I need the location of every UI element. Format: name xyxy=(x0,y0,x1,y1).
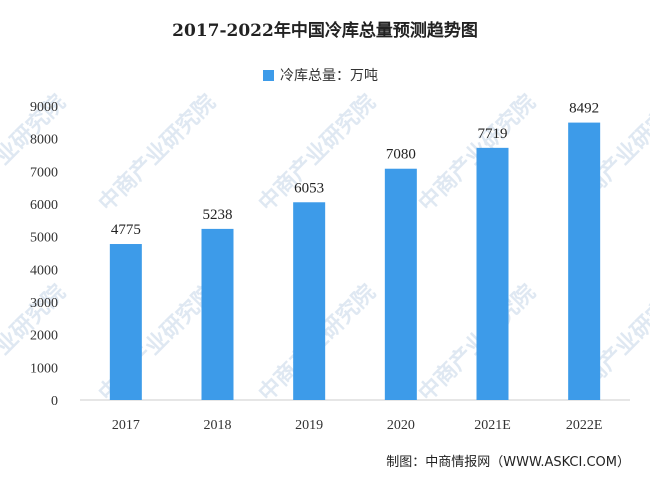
bar xyxy=(568,122,601,400)
y-tick-label: 6000 xyxy=(30,198,58,213)
y-tick-label: 7000 xyxy=(30,165,58,180)
data-label: 7719 xyxy=(478,126,508,142)
data-label: 4775 xyxy=(111,222,141,238)
y-axis: 0 1000 2000 3000 4000 5000 6000 7000 8000 9000 xyxy=(30,100,58,409)
watermark-text: 中商产业研究院 xyxy=(93,89,220,216)
y-tick-label: 5000 xyxy=(30,231,58,246)
data-label: 8492 xyxy=(569,101,599,117)
x-tick-label: 2020 xyxy=(387,418,415,433)
y-tick-label: 2000 xyxy=(30,329,58,344)
y-tick-label: 0 xyxy=(51,394,58,409)
chart-title: 2017-2022年中国冷库总量预测趋势图 xyxy=(172,20,478,41)
y-tick-label: 4000 xyxy=(30,263,58,278)
x-tick-label: 2018 xyxy=(204,418,232,433)
data-label: 6053 xyxy=(294,180,324,196)
x-tick-label: 2021E xyxy=(474,418,511,433)
bars-group: 4775 5238 6053 7080 7719 8492 xyxy=(109,101,601,400)
data-label: 7080 xyxy=(386,147,416,163)
bar xyxy=(293,202,326,400)
legend-label: 冷库总量：万吨 xyxy=(280,68,378,84)
bar xyxy=(384,168,417,400)
x-tick-label: 2017 xyxy=(112,418,140,433)
y-tick-label: 9000 xyxy=(30,100,58,115)
bar xyxy=(476,147,509,400)
y-tick-label: 8000 xyxy=(30,133,58,148)
x-tick-label: 2022E xyxy=(566,418,603,433)
bar xyxy=(201,228,234,400)
y-tick-label: 3000 xyxy=(30,296,58,311)
y-tick-label: 1000 xyxy=(30,361,58,376)
watermark-text: 中商产业研究院 xyxy=(253,89,380,216)
source-note: 制图：中商情报网（WWW.ASKCI.COM） xyxy=(386,455,630,470)
legend-swatch xyxy=(263,70,274,81)
x-tick-label: 2019 xyxy=(295,418,323,433)
x-axis: 2017 2018 2019 2020 2021E 2022E xyxy=(112,418,603,433)
bar xyxy=(109,244,142,400)
data-label: 5238 xyxy=(203,207,233,223)
